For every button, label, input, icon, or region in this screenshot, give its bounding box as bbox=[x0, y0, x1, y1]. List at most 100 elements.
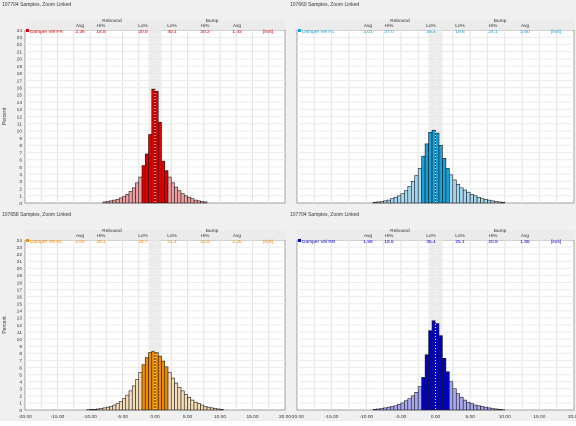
histogram-bar bbox=[439, 336, 442, 410]
y-tick-label: 9 bbox=[19, 136, 22, 142]
histogram-bar bbox=[397, 196, 400, 203]
x-tick-label: -5.00 bbox=[117, 414, 128, 420]
stats-column-header: Lo% bbox=[167, 233, 177, 239]
stats-column-header: Avg bbox=[76, 233, 85, 239]
stats-value: 2.00 bbox=[75, 239, 85, 245]
histogram-bar bbox=[501, 202, 504, 203]
histogram-bar bbox=[487, 200, 490, 203]
y-tick-label: 19 bbox=[17, 64, 23, 70]
histogram-bar bbox=[397, 404, 400, 410]
histogram-bar bbox=[449, 382, 452, 410]
histogram-bar bbox=[387, 200, 390, 203]
histogram-bar bbox=[132, 386, 135, 410]
y-tick-label: 18 bbox=[17, 280, 23, 286]
y-tick-label: 15 bbox=[17, 302, 23, 308]
y-tick-label: 13 bbox=[17, 107, 23, 113]
histogram-bar bbox=[103, 202, 106, 203]
histogram-bar bbox=[103, 408, 106, 410]
histogram-bar bbox=[436, 133, 439, 203]
y-tick-label: 20 bbox=[17, 57, 23, 63]
histogram-bar bbox=[474, 196, 477, 203]
y-tick-label: 19 bbox=[17, 273, 23, 279]
series-label: Damper Vel RR bbox=[302, 239, 336, 245]
y-tick-label: 10 bbox=[17, 337, 23, 343]
stats-value: 1.86 bbox=[520, 239, 530, 245]
histogram-bar bbox=[425, 144, 428, 203]
stats-value: 20.9 bbox=[138, 29, 148, 35]
series-swatch bbox=[26, 239, 29, 242]
y-tick-label: 21 bbox=[17, 259, 23, 265]
histogram-bar bbox=[168, 177, 171, 203]
histogram-bar bbox=[162, 361, 165, 410]
histogram-bar bbox=[373, 202, 376, 203]
histogram-bar bbox=[463, 190, 466, 203]
histogram-bar bbox=[429, 132, 432, 203]
y-tick-label: 2 bbox=[19, 186, 22, 192]
histogram-bar bbox=[380, 202, 383, 203]
histogram-bar bbox=[145, 358, 148, 410]
chart-title: 107704 Samples, Zoom Linked bbox=[2, 2, 71, 8]
stats-column-header: Hi% bbox=[97, 233, 107, 239]
y-tick-label: 24 bbox=[17, 238, 23, 244]
stats-column-header: Avg bbox=[521, 23, 530, 29]
histogram-bar bbox=[132, 188, 135, 203]
histogram-bar bbox=[175, 383, 178, 410]
histogram-bar bbox=[123, 399, 126, 410]
histogram-bar bbox=[373, 409, 376, 410]
stats-unit: [in/s] bbox=[263, 239, 273, 245]
y-tick-label: 23 bbox=[17, 35, 23, 41]
y-tick-label: 9 bbox=[19, 344, 22, 350]
histogram-bar bbox=[123, 197, 126, 203]
histogram-bar bbox=[474, 405, 477, 410]
histogram-bar bbox=[404, 401, 407, 410]
histogram-bar bbox=[116, 404, 119, 410]
histogram-bar bbox=[432, 321, 435, 410]
histogram-bar bbox=[411, 181, 414, 203]
histogram-bar bbox=[387, 407, 390, 410]
histogram-bar bbox=[178, 387, 181, 410]
y-tick-label: 1 bbox=[19, 194, 22, 200]
histogram-bar bbox=[453, 180, 456, 203]
x-tick-label: -10.00 bbox=[83, 414, 97, 420]
histogram-bar bbox=[119, 402, 122, 411]
stats-column-header: Lo% bbox=[426, 233, 436, 239]
histogram-bar bbox=[456, 184, 459, 203]
histogram-bar bbox=[477, 197, 480, 203]
series-swatch bbox=[26, 29, 29, 32]
stats-unit: [in/s] bbox=[551, 29, 561, 35]
histogram-bar bbox=[390, 199, 393, 203]
histogram-bar bbox=[113, 200, 116, 203]
chart-title: 107704 Samples, Zoom Linked bbox=[290, 212, 359, 218]
histogram-bar bbox=[214, 409, 217, 410]
histogram-bar bbox=[142, 365, 145, 410]
histogram-bar bbox=[194, 200, 197, 203]
stats-column-header: Hi% bbox=[201, 23, 211, 29]
x-tick-label: 5.00 bbox=[465, 414, 475, 420]
histogram-bar bbox=[484, 199, 487, 203]
y-axis-label: Percent bbox=[2, 316, 8, 334]
series-label: Damper Vel FL bbox=[302, 29, 334, 35]
stats-column-header: Lo% bbox=[455, 23, 465, 29]
histogram-bar bbox=[487, 408, 490, 410]
histogram-bar bbox=[491, 409, 494, 410]
histogram-bar bbox=[197, 404, 200, 410]
y-tick-label: 20 bbox=[17, 266, 23, 272]
histogram-bar bbox=[418, 168, 421, 203]
y-tick-label: 8 bbox=[19, 143, 22, 149]
histogram-bar bbox=[126, 395, 129, 410]
stats-band bbox=[25, 230, 285, 240]
y-tick-label: 10 bbox=[17, 129, 23, 135]
histogram-bar bbox=[139, 177, 142, 203]
histogram-bar bbox=[191, 199, 194, 203]
histogram-bar bbox=[456, 394, 459, 410]
x-tick-label: 15.00 bbox=[246, 414, 258, 420]
x-tick-label: 20.00 bbox=[568, 414, 576, 420]
stats-column-header: Hi% bbox=[489, 233, 499, 239]
histogram-bar bbox=[408, 399, 411, 410]
histogram-bar bbox=[178, 191, 181, 203]
histogram-bar bbox=[142, 166, 145, 203]
histogram-bar bbox=[188, 397, 191, 410]
stats-value: 1.58 bbox=[363, 239, 373, 245]
